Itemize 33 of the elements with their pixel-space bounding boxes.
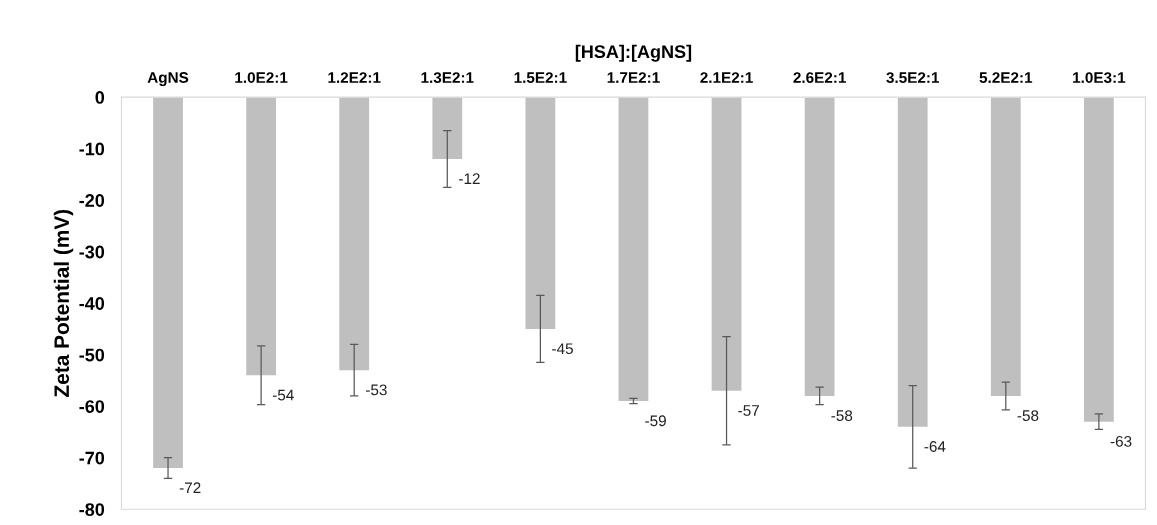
y-tick-label: -20 (79, 194, 105, 207)
x-tick-label: 2.1E2:1 (700, 72, 753, 83)
x-tick-label: 5.2E2:1 (979, 72, 1033, 83)
y-tick-label: -50 (79, 348, 105, 362)
x-tick-label: 1.2E2:1 (328, 72, 381, 83)
x-tick-label: AgNS (147, 72, 189, 87)
data-label: -45 (552, 343, 573, 355)
y-axis-title: Zeta Potential (mV) (53, 209, 74, 397)
y-tick-label: -70 (79, 451, 105, 465)
data-label: -53 (365, 384, 387, 396)
y-tick-label: -10 (79, 142, 105, 156)
data-label: -58 (1017, 410, 1039, 422)
y-tick-label: -80 (79, 503, 105, 516)
data-label: -58 (831, 410, 853, 422)
x-tick-label: 1.5E2:1 (514, 72, 567, 83)
data-label: -12 (459, 173, 480, 184)
y-tick-label: -40 (79, 297, 105, 310)
data-label: -63 (1110, 435, 1132, 447)
data-label: -57 (738, 405, 759, 416)
data-label: -54 (272, 389, 294, 401)
y-tick-label: -60 (79, 400, 105, 413)
x-tick-label: 1.0E2:1 (235, 72, 288, 83)
x-axis-title: [HSA]:[AgNS] (575, 44, 692, 62)
data-label: -59 (645, 415, 666, 427)
x-tick-label: 1.7E2:1 (607, 72, 660, 83)
data-label: -72 (179, 482, 201, 493)
x-tick-label: 1.3E2:1 (421, 72, 474, 84)
y-tick-label: -30 (79, 245, 105, 259)
x-tick-label: 1.0E3:1 (1073, 72, 1126, 84)
x-tick-label: 3.5E2:1 (886, 72, 940, 84)
data-label: -64 (924, 441, 946, 452)
x-tick-label: 2.6E2:1 (793, 72, 846, 83)
y-tick-label: 0 (95, 91, 105, 104)
